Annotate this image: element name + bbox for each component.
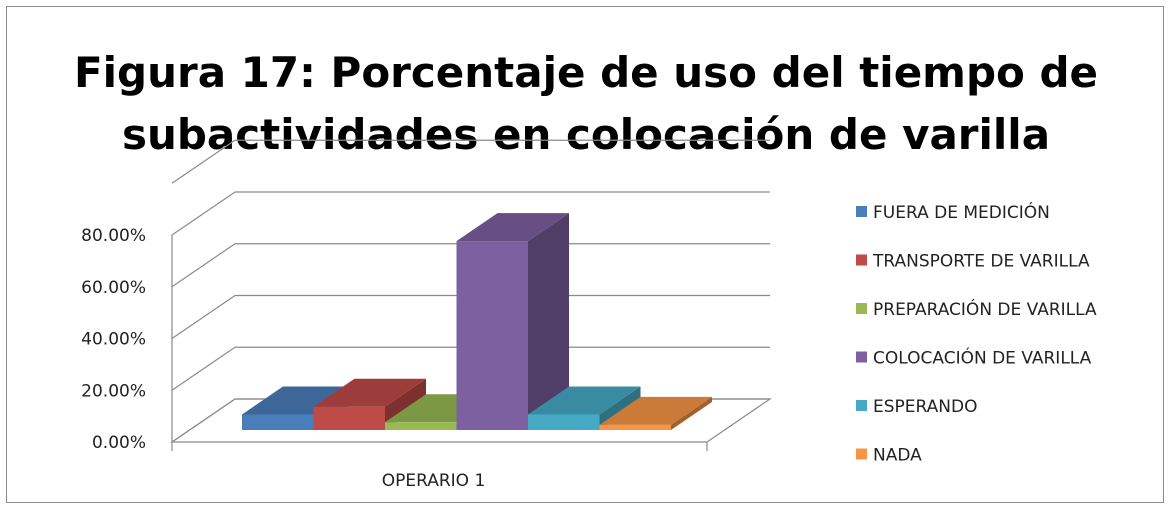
bar-front-face — [313, 406, 385, 430]
legend-label: COLOCACIÓN DE VARILLA — [873, 347, 1092, 369]
bar-front-face — [456, 241, 528, 430]
legend-label: NADA — [873, 446, 922, 466]
legend-swatch — [856, 206, 867, 217]
bar-front-face — [599, 424, 671, 430]
legend-swatch — [856, 254, 867, 266]
legend-item: COLOCACIÓN DE VARILLA — [856, 347, 1092, 369]
legend-label: ESPERANDO — [873, 397, 977, 417]
x-category-label: OPERARIO 1 — [382, 471, 486, 491]
legend-item: ESPERANDO — [856, 397, 977, 417]
bar-side-face — [671, 396, 712, 430]
legend-item: PREPARACIÓN DE VARILLA — [856, 298, 1097, 320]
legend-item: TRANSPORTE DE VARILLA — [856, 252, 1090, 272]
gridline-side — [171, 295, 236, 339]
bar-colocaci-n-de-varilla — [456, 213, 569, 430]
bar-front-face — [528, 414, 600, 430]
bar-side-face — [528, 213, 569, 430]
bars — [242, 213, 712, 430]
gridline-side — [171, 346, 236, 391]
legend-item: NADA — [856, 446, 922, 466]
bar-top-face — [313, 378, 426, 407]
chart-floor — [170, 398, 772, 443]
legend-swatch — [856, 448, 867, 460]
y-tick-label: 60.00% — [81, 278, 146, 298]
bar-top-face — [456, 213, 569, 242]
bar-front-face — [385, 422, 457, 430]
y-tick-label: 80.00% — [81, 226, 146, 246]
bar-top-face — [242, 386, 355, 415]
legend-swatch — [856, 303, 867, 314]
y-tick-label: 0.00% — [92, 433, 146, 453]
legend-item: FUERA DE MEDICIÓN — [856, 201, 1050, 223]
chart-title-line-2: subactividades en colocación de varilla — [121, 110, 1051, 159]
y-tick-label: 20.00% — [81, 381, 146, 401]
legend-label: PREPARACIÓN DE VARILLA — [873, 298, 1097, 320]
bar-nada — [599, 396, 712, 430]
bar-top-face — [599, 396, 712, 425]
legend-swatch — [856, 351, 867, 363]
bar-front-face — [242, 414, 314, 430]
gridline-side — [171, 139, 236, 184]
legend-label: TRANSPORTE DE VARILLA — [872, 252, 1090, 272]
legend: FUERA DE MEDICIÓN TRANSPORTE DE VARILLA PR… — [856, 201, 1097, 466]
gridline-side — [171, 191, 236, 236]
chart-title: Figura 17: Porcentaje de uso del tiempo … — [0, 42, 1172, 166]
bar-top-face — [528, 386, 641, 415]
legend-swatch — [856, 400, 867, 411]
chart-title-line-1: Figura 17: Porcentaje de uso del tiempo … — [73, 48, 1099, 97]
gridline-side — [171, 243, 236, 288]
y-tick-label: 40.00% — [81, 330, 146, 350]
legend-label: FUERA DE MEDICIÓN — [873, 201, 1050, 223]
